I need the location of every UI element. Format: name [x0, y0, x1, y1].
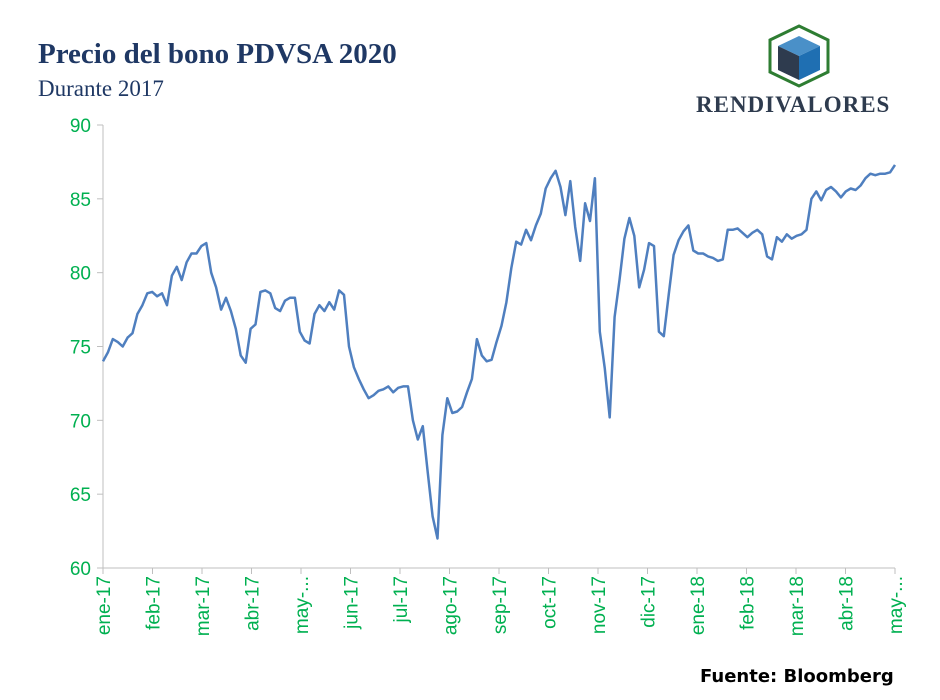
x-tick-label: ago-17 — [441, 576, 462, 635]
y-tick-label: 80 — [70, 264, 91, 285]
x-tick-label: ene-17 — [94, 576, 115, 635]
y-axis-ticks: 60 65 70 75 80 85 90 — [70, 116, 103, 580]
source-note: Fuente: Bloomberg — [700, 666, 894, 687]
x-tick-label: feb-17 — [144, 576, 165, 630]
chart-title: Precio del bono PDVSA 2020 — [38, 38, 397, 70]
x-tick-label: jul-17 — [391, 576, 412, 623]
x-axis-ticks: ene-17 feb-17 mar-17 abr-17 may-... jun-17 jul… — [94, 568, 907, 636]
chart-axes — [102, 125, 895, 569]
x-tick-label: nov-17 — [589, 576, 610, 634]
price-line — [101, 164, 897, 540]
y-tick-label: 60 — [70, 559, 91, 580]
cube-logo-icon — [768, 24, 830, 88]
x-tick-label: abr-17 — [243, 576, 264, 631]
x-tick-label: may-... — [886, 576, 907, 634]
y-tick-label: 90 — [70, 116, 91, 137]
y-tick-label: 85 — [70, 190, 91, 211]
chart-subtitle: Durante 2017 — [38, 76, 164, 101]
y-tick-label: 70 — [70, 411, 91, 432]
x-tick-label: abr-18 — [837, 576, 858, 631]
y-tick-label: 75 — [70, 338, 91, 359]
brand-name: RENDIVALORES — [696, 92, 891, 117]
y-tick-label: 65 — [70, 485, 91, 506]
x-tick-label: mar-18 — [787, 576, 808, 636]
x-tick-label: sep-17 — [490, 576, 511, 634]
x-tick-label: mar-17 — [193, 576, 214, 636]
x-tick-label: oct-17 — [540, 576, 561, 629]
x-tick-label: feb-18 — [738, 576, 759, 630]
x-tick-label: ene-18 — [688, 576, 709, 635]
x-tick-label: dic-17 — [639, 576, 660, 628]
x-tick-label: jun-17 — [342, 576, 363, 630]
x-tick-label: may-... — [292, 576, 313, 634]
